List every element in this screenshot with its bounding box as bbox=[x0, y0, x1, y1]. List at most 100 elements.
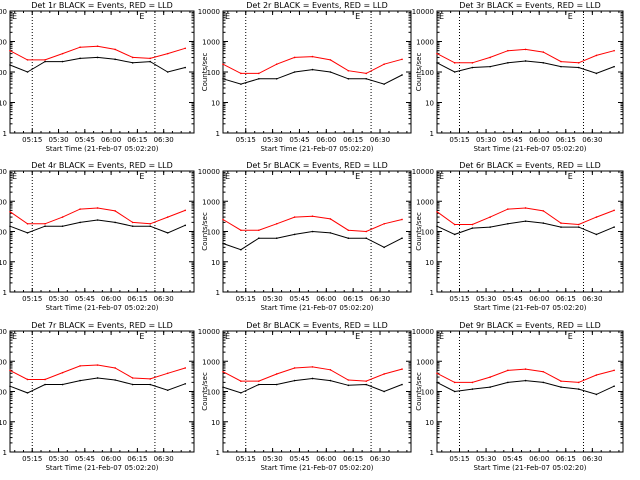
series-line-lld bbox=[436, 207, 615, 226]
data-point-events bbox=[436, 225, 438, 227]
data-point-events bbox=[166, 232, 169, 234]
data-point-events bbox=[149, 383, 151, 386]
data-point-lld bbox=[9, 49, 11, 52]
y-tick-label: 1 bbox=[430, 449, 434, 457]
data-point-lld bbox=[329, 59, 332, 61]
data-point-events bbox=[453, 233, 456, 236]
data-point-lld bbox=[61, 216, 64, 218]
x-axis-label: Start Time (21-Feb-07 05:02:20) bbox=[45, 464, 158, 472]
data-point-events bbox=[9, 385, 11, 387]
series-line-lld bbox=[222, 56, 403, 74]
data-point-events bbox=[166, 71, 169, 73]
x-tick-label: 06:15 bbox=[127, 295, 147, 303]
data-point-lld bbox=[595, 374, 598, 376]
data-point-events bbox=[79, 57, 81, 60]
data-point-lld bbox=[507, 369, 509, 372]
x-axis-label: Start Time (21-Feb-07 05:02:20) bbox=[260, 464, 373, 472]
data-point-events bbox=[560, 386, 562, 388]
data-point-lld bbox=[9, 210, 11, 213]
data-point-events bbox=[293, 71, 296, 73]
y-tick-label: 100 bbox=[0, 69, 7, 77]
y-tick-label: 10 bbox=[425, 419, 434, 427]
y-tick-label: 1 bbox=[430, 130, 434, 138]
data-point-lld bbox=[471, 62, 474, 64]
data-point-lld bbox=[311, 366, 314, 368]
data-point-lld bbox=[524, 207, 527, 209]
data-point-events bbox=[436, 62, 438, 64]
data-point-events bbox=[131, 383, 134, 386]
data-point-lld bbox=[453, 62, 456, 64]
data-point-events bbox=[131, 62, 134, 64]
x-tick-label: 05:15 bbox=[236, 136, 256, 144]
data-point-lld bbox=[453, 223, 456, 226]
data-point-events bbox=[471, 66, 474, 69]
x-tick-label: 06:30 bbox=[582, 455, 602, 463]
data-point-events bbox=[489, 386, 491, 388]
flag-mark: E bbox=[439, 12, 444, 21]
plot-title: Det 9r BLACK = Events, RED = LLD bbox=[459, 321, 601, 330]
x-tick-label: 06:30 bbox=[370, 455, 390, 463]
data-point-lld bbox=[166, 216, 169, 218]
data-point-lld bbox=[114, 48, 116, 51]
data-point-events bbox=[184, 382, 187, 385]
data-point-lld bbox=[383, 222, 385, 225]
y-tick-label: 10000 bbox=[412, 8, 434, 16]
plot-title: Det 3r BLACK = Events, RED = LLD bbox=[459, 1, 601, 10]
y-tick-label: 10 bbox=[211, 259, 220, 267]
y-tick-label: 10 bbox=[211, 419, 220, 427]
series-line-events bbox=[222, 230, 403, 251]
data-point-lld bbox=[524, 48, 527, 51]
plot-title: Det 4r BLACK = Events, RED = LLD bbox=[31, 161, 173, 170]
data-point-events bbox=[61, 225, 64, 227]
data-point-events bbox=[383, 390, 385, 393]
data-point-events bbox=[26, 392, 29, 394]
plot-panel-det-1: Det 1r BLACK = Events, RED = LLD 1 10 100 10… bbox=[0, 1, 195, 153]
x-tick-label: 06:30 bbox=[582, 136, 602, 144]
x-tick-label: 06:15 bbox=[556, 455, 576, 463]
flag-mark: E bbox=[12, 172, 17, 181]
x-tick-label: 05:45 bbox=[289, 136, 309, 144]
x-tick-label: 06:00 bbox=[101, 455, 121, 463]
data-point-events bbox=[44, 225, 46, 227]
data-point-events bbox=[258, 77, 260, 80]
flag-mark: E bbox=[568, 332, 573, 341]
data-point-events bbox=[507, 222, 509, 225]
data-point-events bbox=[453, 390, 456, 393]
y-axis-label: Counts/sec bbox=[415, 212, 423, 251]
plot-panel-det-9: Det 9r BLACK = Events, RED = LLD 1 10 100 10… bbox=[412, 321, 624, 472]
flag-mark: E bbox=[355, 12, 360, 21]
data-point-lld bbox=[577, 223, 580, 226]
flag-mark: E bbox=[12, 12, 17, 21]
y-tick-label: 10 bbox=[425, 100, 434, 108]
y-tick-label: 10000 bbox=[0, 8, 7, 16]
x-tick-label: 06:15 bbox=[343, 136, 363, 144]
data-point-lld bbox=[275, 63, 278, 66]
data-point-lld bbox=[258, 229, 260, 232]
data-point-events bbox=[275, 383, 278, 386]
y-tick-label: 1 bbox=[3, 449, 7, 457]
x-tick-label: 05:15 bbox=[22, 295, 42, 303]
data-point-events bbox=[595, 72, 598, 75]
axes-frame bbox=[436, 330, 624, 453]
y-tick-label: 10 bbox=[0, 100, 7, 108]
data-point-events bbox=[436, 381, 438, 384]
data-point-lld bbox=[471, 223, 474, 226]
data-point-events bbox=[329, 379, 332, 382]
x-tick-label: 06:15 bbox=[343, 455, 363, 463]
series-line-events bbox=[9, 219, 186, 234]
data-point-lld bbox=[240, 229, 242, 232]
x-tick-label: 06:15 bbox=[343, 295, 363, 303]
data-point-lld bbox=[184, 47, 187, 50]
x-tick-label: 05:45 bbox=[75, 136, 95, 144]
x-tick-label: 05:30 bbox=[476, 455, 496, 463]
data-point-lld bbox=[96, 207, 99, 209]
x-tick-label: 05:15 bbox=[449, 455, 469, 463]
data-point-events bbox=[96, 219, 99, 221]
data-point-lld bbox=[26, 59, 29, 61]
y-axis-label: Counts/sec bbox=[415, 372, 423, 411]
data-point-lld bbox=[489, 216, 491, 218]
data-point-lld bbox=[365, 380, 368, 382]
x-tick-label: 06:00 bbox=[316, 455, 336, 463]
flag-mark: E bbox=[225, 172, 230, 181]
data-point-lld bbox=[365, 230, 368, 233]
